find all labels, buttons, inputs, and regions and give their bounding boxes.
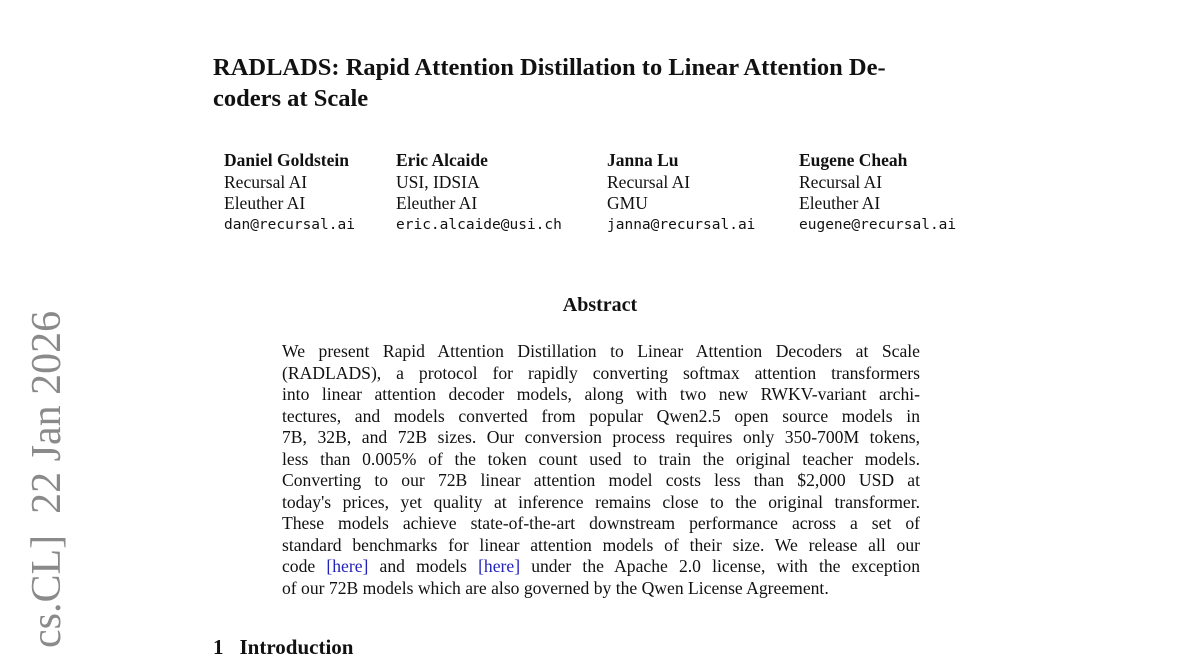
- paper-title: RADLADS: Rapid Attention Distillation to…: [213, 52, 1013, 114]
- author-name: Janna Lu: [607, 150, 679, 170]
- author-affiliation: Eleuther AI: [224, 193, 306, 213]
- abstract-line: less than 0.005% of the token count used…: [282, 448, 920, 469]
- author-block: Eric Alcaide USI, IDSIA Eleuther AI eric…: [396, 150, 562, 236]
- author-block: Janna Lu Recursal AI GMU janna@recursal.…: [607, 150, 755, 236]
- models-link[interactable]: [here]: [478, 556, 521, 576]
- abstract-line: of our 72B models which are also governe…: [282, 577, 829, 598]
- author-block: Daniel Goldstein Recursal AI Eleuther AI…: [224, 150, 355, 236]
- author-affiliation: Recursal AI: [224, 171, 308, 192]
- section-title: Introduction: [239, 635, 354, 659]
- author-email: janna@recursal.ai: [607, 216, 756, 233]
- abstract-line: today's prices, yet quality at inference…: [282, 491, 920, 512]
- abstract-heading: Abstract: [562, 294, 638, 316]
- abstract-body: We present Rapid Attention Distillation …: [282, 341, 920, 599]
- author-block: Eugene Cheah Recursal AI Eleuther AI eug…: [799, 150, 956, 236]
- author-affiliation: Recursal AI: [607, 171, 691, 192]
- text: under the Apache 2.0 license, with the e…: [520, 556, 920, 576]
- text: code: [282, 556, 327, 576]
- abstract-line: These models achieve state-of-the-art do…: [282, 513, 920, 533]
- author-affiliation: Eleuther AI: [396, 193, 478, 213]
- abstract-line: 7B, 32B, and 72B sizes. Our conversion p…: [282, 427, 920, 447]
- author-affiliation: USI, IDSIA: [396, 171, 480, 192]
- abstract-line: code [here] and models [here] under the …: [282, 556, 920, 578]
- abstract-line: standard benchmarks for linear attention…: [282, 534, 920, 555]
- author-name: Daniel Goldstein: [224, 150, 349, 170]
- author-email: dan@recursal.ai: [224, 216, 355, 233]
- author-name: Eugene Cheah: [799, 150, 908, 170]
- author-affiliation: Recursal AI: [799, 171, 883, 192]
- abstract-line: (RADLADS), a protocol for rapidly conver…: [282, 362, 920, 383]
- abstract-line: tectures, and models converted from popu…: [282, 405, 920, 426]
- abstract-line: Converting to our 72B linear attention m…: [282, 470, 920, 490]
- author-affiliation: GMU: [607, 193, 648, 213]
- title-line: RADLADS: Rapid Attention Distillation to…: [213, 54, 886, 81]
- author-email: eric.alcaide@usi.ch: [396, 216, 562, 233]
- section-number: 1: [213, 635, 224, 659]
- author-affiliation: Eleuther AI: [799, 193, 881, 213]
- abstract-line: into linear attention decoder models, al…: [282, 384, 920, 404]
- code-link[interactable]: [here]: [326, 556, 369, 576]
- author-email: eugene@recursal.ai: [799, 216, 957, 233]
- arxiv-stamp: cs.CL] 22 Jan 2026: [24, 310, 70, 648]
- abstract-line: We present Rapid Attention Distillation …: [282, 341, 920, 361]
- title-line: coders at Scale: [213, 85, 369, 112]
- text: and models: [368, 556, 479, 576]
- author-name: Eric Alcaide: [396, 150, 488, 170]
